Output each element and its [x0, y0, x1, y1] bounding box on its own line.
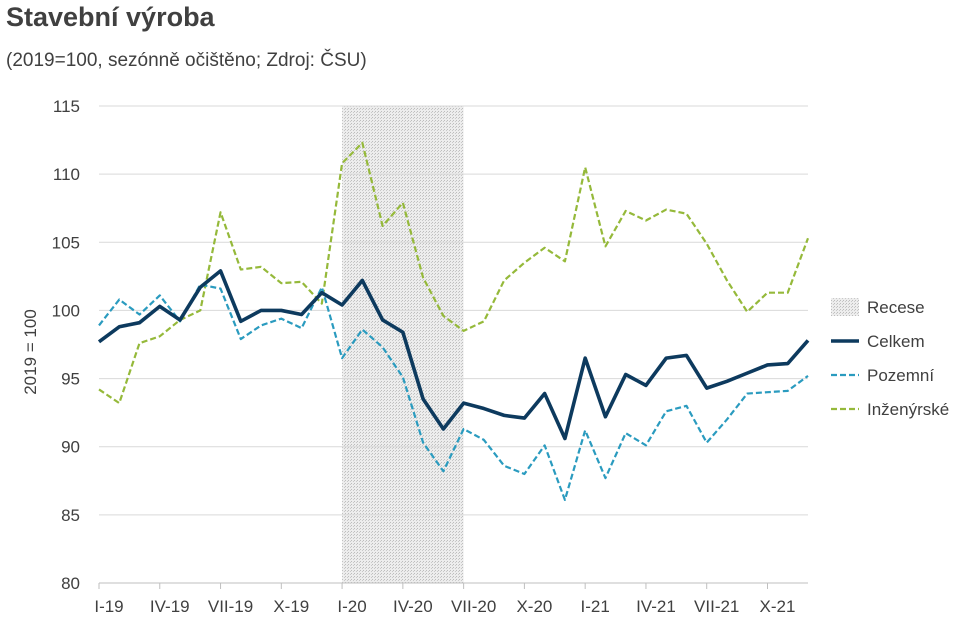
legend-label-pozemní: Pozemní [867, 366, 934, 385]
x-tick-label: VII-20 [451, 597, 496, 616]
x-tick-label: IV-19 [150, 597, 190, 616]
y-tick-label: 85 [61, 506, 80, 525]
y-tick-label: 100 [52, 301, 80, 320]
series-line-inženýrské [98, 141, 810, 405]
x-tick-label: I-21 [581, 597, 610, 616]
y-tick-label: 95 [61, 370, 80, 389]
y-axis-label: 2019 = 100 [21, 309, 40, 395]
x-tick-label: VII-19 [208, 597, 253, 616]
x-tick-label: IV-20 [393, 597, 433, 616]
x-tick-label: I-19 [94, 597, 123, 616]
legend-label-recese: Recese [867, 298, 925, 317]
y-tick-label: 90 [61, 438, 80, 457]
y-tick-label: 115 [53, 97, 80, 116]
legend-label-inženýrské: Inženýrské [867, 400, 949, 419]
y-tick-label: 110 [53, 165, 80, 184]
x-tick-label: X-19 [273, 597, 309, 616]
recession-band [342, 106, 464, 583]
y-tick-label: 105 [52, 233, 80, 252]
x-tick-label: IV-21 [636, 597, 676, 616]
x-tick-label: X-21 [760, 597, 796, 616]
legend-label-celkem: Celkem [867, 332, 925, 351]
series-line-pozemní [98, 283, 809, 501]
y-tick-label: 80 [61, 574, 80, 593]
x-tick-label: X-20 [516, 597, 552, 616]
x-tick-label: VII-21 [694, 597, 739, 616]
chart-title: Stavební výroba [6, 2, 215, 32]
legend-swatch-recese [831, 298, 859, 316]
series-line-celkem [97, 269, 810, 441]
x-tick-label: I-20 [337, 597, 366, 616]
chart-subtitle: (2019=100, sezónně očištěno; Zdroj: ČSU) [6, 50, 367, 71]
